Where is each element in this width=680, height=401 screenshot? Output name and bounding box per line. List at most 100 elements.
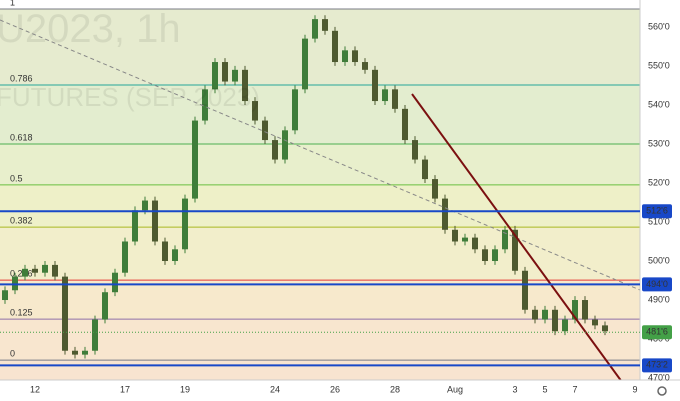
candle-body	[192, 120, 198, 199]
candle-body	[32, 268, 38, 273]
y-tick-label: 500'0	[648, 255, 670, 265]
candle-body	[212, 62, 218, 90]
candle-body	[262, 120, 268, 141]
candle-body	[372, 69, 378, 102]
fib-label: 0.5	[10, 173, 23, 183]
candle-body	[402, 108, 408, 141]
candle-body	[592, 319, 598, 326]
candle-body	[432, 179, 438, 199]
x-tick-label: 26	[330, 384, 340, 394]
x-tick-label: 3	[512, 384, 517, 394]
price-label-box	[642, 204, 672, 219]
candle-body	[72, 350, 78, 355]
fib-label: 0.125	[10, 308, 33, 318]
candle-body	[222, 62, 228, 82]
y-tick-label: 490'0	[648, 294, 670, 304]
price-label-box	[642, 325, 672, 340]
candle-body	[532, 309, 538, 320]
trend-line	[411, 93, 623, 383]
candle-body	[292, 89, 298, 131]
price-label-box	[642, 277, 672, 292]
watermark: U2023, 1h	[0, 7, 181, 51]
y-tick-label: 520'0	[648, 177, 670, 187]
candle-body	[52, 264, 58, 277]
candle-body	[552, 309, 558, 332]
candle-body	[82, 350, 88, 355]
candles	[2, 15, 608, 359]
candle-body	[92, 319, 98, 351]
x-tick-label: 19	[180, 384, 190, 394]
fib-label: 0	[10, 348, 15, 358]
candle-body	[322, 19, 328, 31]
fib-band	[0, 360, 640, 380]
candle-body	[582, 300, 588, 320]
y-tick-label: 560'0	[648, 21, 670, 31]
candle-body	[442, 198, 448, 230]
fib-band	[0, 319, 640, 361]
candle-body	[392, 89, 398, 109]
candle-body	[492, 249, 498, 262]
fib-band	[0, 227, 640, 281]
x-tick-label: 9	[632, 384, 637, 394]
candle-body	[462, 237, 468, 242]
x-tick-label: Aug	[447, 384, 463, 394]
candle-body	[362, 62, 368, 70]
candle-body	[332, 30, 338, 63]
candle-body	[132, 210, 138, 242]
candle-body	[282, 130, 288, 160]
x-tick-label: 28	[390, 384, 400, 394]
settings-icon[interactable]	[657, 386, 667, 396]
y-tick-label: 470'0	[648, 372, 670, 382]
candle-body	[412, 140, 418, 160]
candle-body	[232, 69, 238, 82]
price-label-box	[642, 358, 672, 373]
candle-body	[112, 272, 118, 293]
fib-band	[0, 184, 640, 228]
candle-body	[562, 319, 568, 332]
y-tick-label: 530'0	[648, 138, 670, 148]
candle-body	[42, 264, 48, 273]
fib-band	[0, 8, 640, 86]
fib-label: 0.618	[10, 132, 33, 142]
candle-body	[152, 200, 158, 242]
candle-body	[202, 89, 208, 121]
candle-body	[172, 249, 178, 262]
candle-body	[182, 198, 188, 250]
candle-body	[512, 229, 518, 271]
candle-body	[62, 276, 68, 351]
fib-label: 1	[10, 0, 15, 7]
candle-body	[452, 229, 458, 242]
candle-body	[122, 241, 128, 273]
candle-body	[482, 249, 488, 262]
x-tick-label: 5	[542, 384, 547, 394]
candle-body	[502, 229, 508, 250]
candle-body	[572, 300, 578, 320]
candle-body	[382, 89, 388, 102]
x-tick-label: 7	[572, 384, 577, 394]
y-tick-label: 540'0	[648, 99, 670, 109]
fib-label: 0.236	[10, 268, 33, 278]
candle-body	[302, 38, 308, 90]
candle-body	[342, 50, 348, 63]
x-tick-label: 24	[270, 384, 280, 394]
fib-band	[0, 85, 640, 144]
candle-body	[272, 140, 278, 160]
fib-label: 0.382	[10, 215, 33, 225]
candle-body	[2, 290, 8, 301]
candle-body	[102, 292, 108, 320]
y-tick-label: 510'0	[648, 216, 670, 226]
price-label: 473'2	[646, 360, 668, 370]
fib-band	[0, 143, 640, 185]
price-label: 494'0	[646, 279, 668, 289]
candle-body	[522, 270, 528, 310]
x-tick-label: 12	[30, 384, 40, 394]
candle-body	[142, 200, 148, 211]
time-axis	[0, 380, 680, 401]
watermark: FUTURES (SEP 2023)	[0, 82, 260, 112]
candle-body	[22, 268, 28, 277]
candle-body	[252, 101, 258, 121]
candle-body	[602, 325, 608, 332]
trend-line	[0, 19, 641, 291]
candle-body	[352, 50, 358, 63]
